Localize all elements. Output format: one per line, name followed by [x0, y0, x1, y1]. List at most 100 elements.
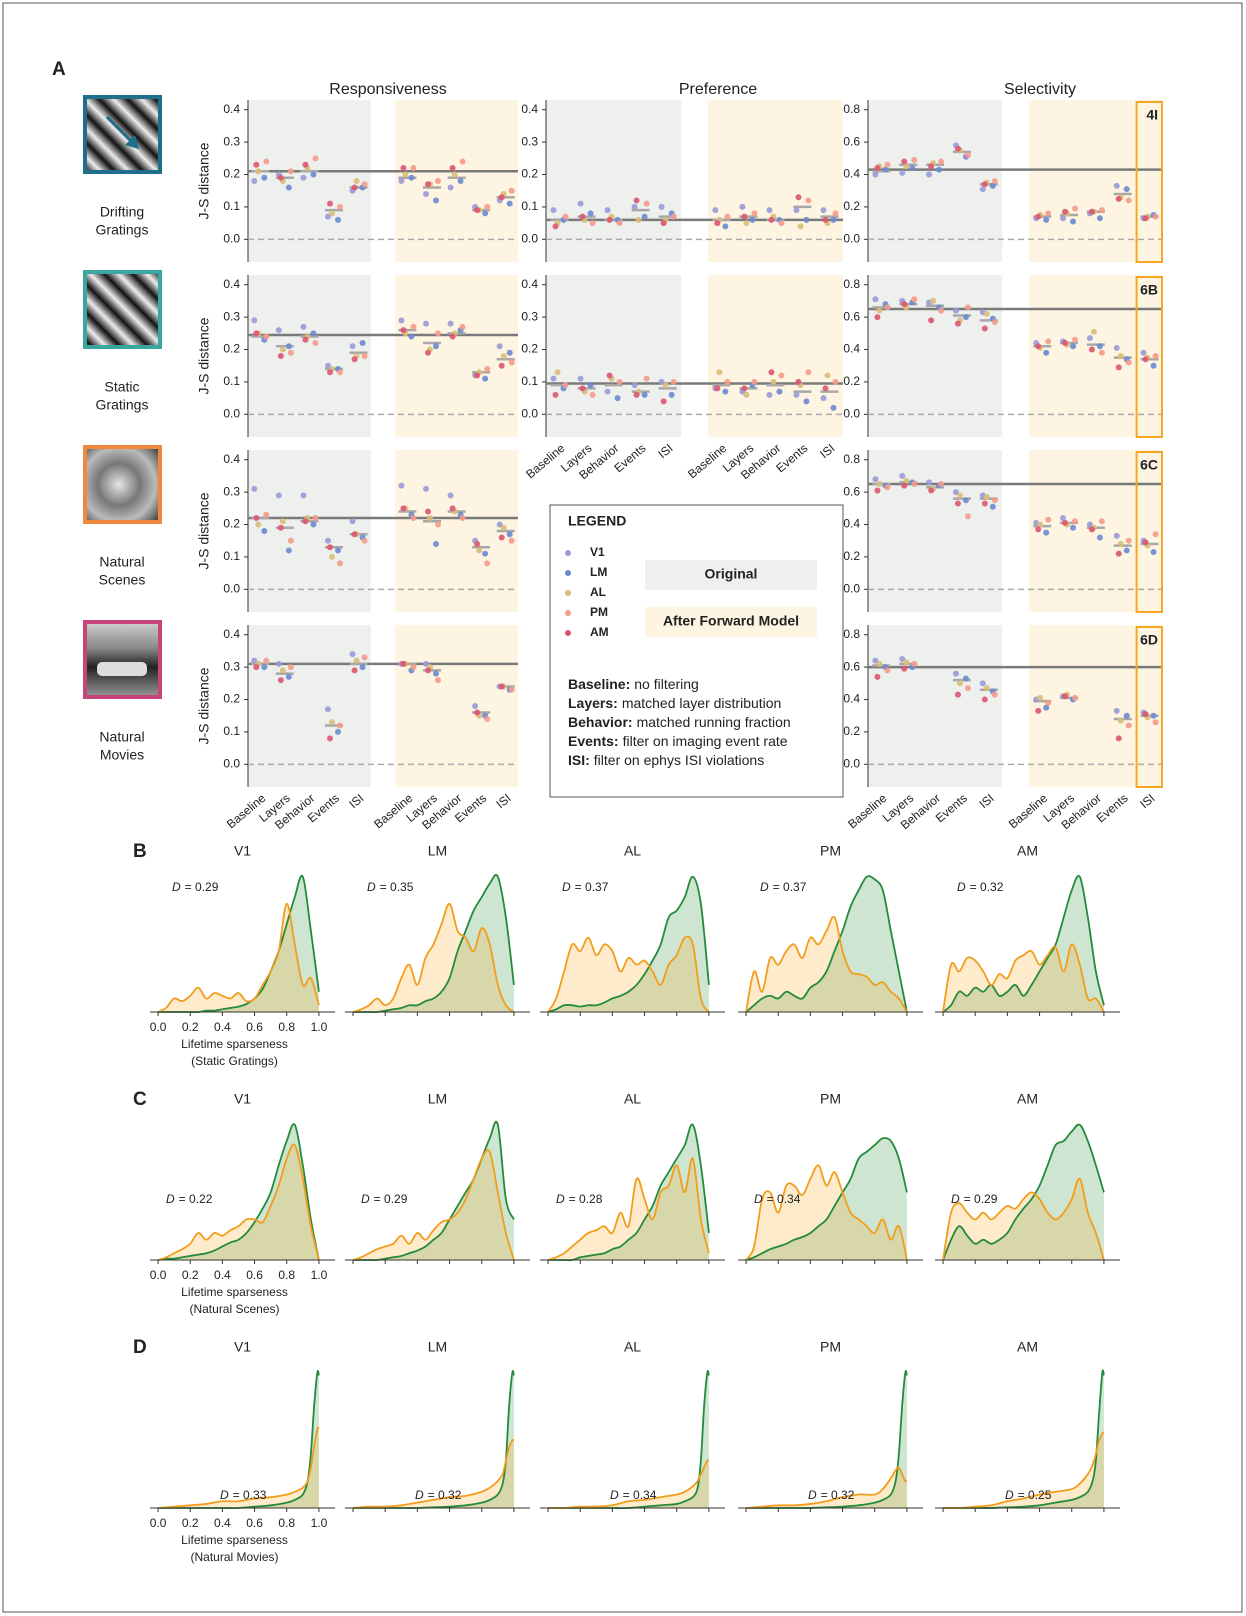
area-point	[1116, 551, 1122, 557]
area-point	[982, 697, 988, 703]
area-point	[278, 677, 284, 683]
area-point	[410, 664, 416, 670]
x-tick-label: 0.4	[214, 1516, 231, 1530]
y-tick-label: 0.4	[521, 277, 538, 291]
region-forward-model	[395, 100, 518, 262]
area-point	[1153, 353, 1159, 359]
area-point	[450, 165, 456, 171]
y-tick-label: 0.2	[521, 167, 538, 181]
stat-value: = 0.37	[773, 880, 807, 894]
stat-annotation: D= 0.34	[754, 1192, 801, 1206]
area-point	[768, 369, 774, 375]
area-point	[288, 350, 294, 356]
definition-term: Baseline:	[568, 676, 630, 692]
x-tick-label: 0.8	[278, 1516, 295, 1530]
area-point	[288, 538, 294, 544]
area-point	[509, 359, 515, 365]
subplot-title: AM	[1017, 843, 1038, 859]
area-point	[1097, 215, 1103, 221]
legend-dot	[565, 590, 571, 596]
region-forward-model	[1029, 450, 1163, 612]
area-point	[255, 168, 261, 174]
area-point	[501, 525, 507, 531]
area-point	[795, 194, 801, 200]
area-point	[448, 321, 454, 327]
column-title: Selectivity	[1004, 81, 1076, 98]
area-point	[926, 479, 932, 485]
stat-annotation: D= 0.29	[361, 1192, 408, 1206]
area-point	[555, 369, 561, 375]
callout-label: 6D	[1140, 632, 1158, 648]
area-point	[605, 389, 611, 395]
x-tick-label: Events	[773, 441, 810, 475]
area-point	[1143, 215, 1149, 221]
area-point	[793, 392, 799, 398]
stat-annotation: D= 0.25	[1005, 1488, 1052, 1502]
subplot-title: AL	[624, 1091, 641, 1107]
area-point	[354, 178, 360, 184]
area-point	[1045, 517, 1051, 523]
area-point	[820, 395, 826, 401]
area-point	[452, 172, 458, 178]
area-point	[644, 201, 650, 207]
stimulus-image	[85, 447, 160, 522]
area-point	[590, 220, 596, 226]
area-point	[499, 363, 505, 369]
region-forward-model	[1029, 275, 1163, 437]
y-tick-label: 0.8	[843, 627, 860, 641]
legend-dot	[565, 630, 571, 636]
area-point	[1118, 718, 1124, 724]
area-point	[1099, 350, 1105, 356]
area-point	[329, 210, 335, 216]
area-point	[766, 207, 772, 213]
area-point	[327, 201, 333, 207]
area-point	[1087, 335, 1093, 341]
y-tick-label: 0.3	[223, 659, 240, 673]
stat-annotation: D= 0.37	[760, 880, 807, 894]
y-tick-label: 0.2	[223, 342, 240, 356]
area-point	[965, 304, 971, 310]
area-point	[1045, 210, 1051, 216]
area-point	[963, 314, 969, 320]
area-point	[484, 560, 490, 566]
x-tick-label: 0.4	[214, 1020, 231, 1034]
area-point	[362, 538, 368, 544]
area-point	[982, 325, 988, 331]
area-point	[874, 165, 880, 171]
area-point	[588, 382, 594, 388]
subplot-title: LM	[428, 843, 447, 859]
area-point	[632, 382, 638, 388]
definition-text: no filtering	[634, 676, 699, 692]
region-forward-model	[1029, 625, 1163, 787]
stat-symbol: D	[556, 1192, 565, 1206]
legend-area: PM	[590, 605, 608, 619]
area-point	[1035, 214, 1041, 220]
definition-text: filter on ephys ISI violations	[594, 752, 764, 768]
legend-definition: ISI:filter on ephys ISI violations	[568, 752, 764, 768]
region-original	[546, 100, 681, 262]
area-point	[824, 372, 830, 378]
stat-symbol: D	[166, 1192, 175, 1206]
area-point	[578, 376, 584, 382]
area-point	[963, 497, 969, 503]
y-tick-label: 0.1	[223, 374, 240, 388]
area-point	[636, 217, 642, 223]
definition-term: ISI:	[568, 752, 590, 768]
region-forward-model	[708, 100, 843, 262]
area-point	[448, 492, 454, 498]
area-point	[992, 692, 998, 698]
area-point	[899, 473, 905, 479]
area-point	[253, 162, 259, 168]
area-point	[901, 666, 907, 672]
area-point	[911, 296, 917, 302]
area-point	[930, 298, 936, 304]
density-area	[548, 936, 709, 1012]
area-point	[741, 385, 747, 391]
area-point	[953, 671, 959, 677]
area-point	[312, 155, 318, 161]
legend-dot	[565, 610, 571, 616]
y-axis-label: J-S distance	[196, 492, 212, 569]
y-tick-label: 0.0	[223, 756, 240, 770]
area-point	[874, 488, 880, 494]
y-tick-label: 0.8	[843, 277, 860, 291]
